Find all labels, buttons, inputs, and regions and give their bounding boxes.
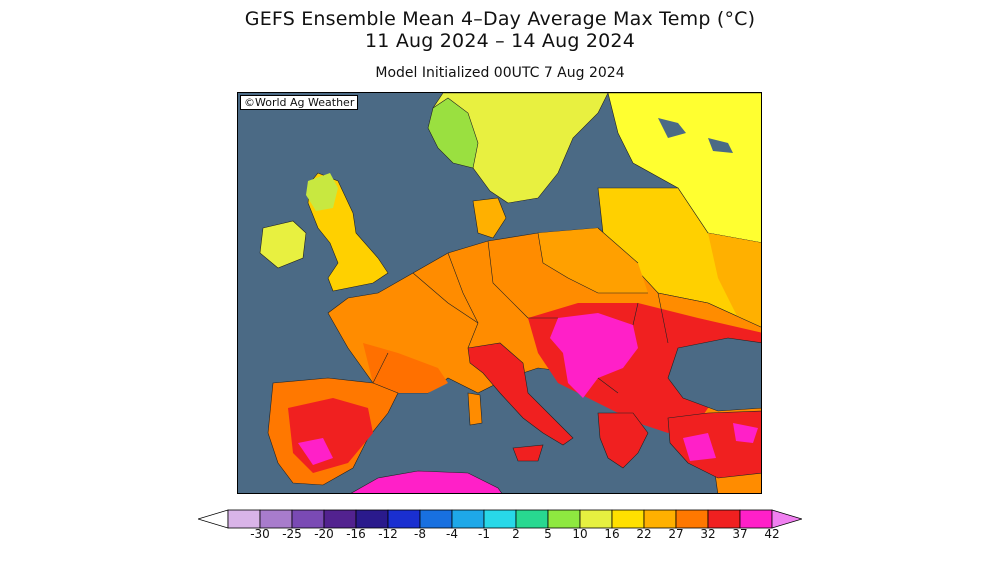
color-scale-cell	[675, 509, 709, 529]
land-norway-west	[427, 97, 479, 169]
color-scale-tick-label: 32	[700, 527, 716, 541]
land-scotland	[306, 173, 338, 211]
color-scale-cell	[547, 509, 581, 529]
color-scale-tick-label: -25	[282, 527, 302, 541]
color-scale-tick-label: 16	[604, 527, 620, 541]
color-scale-cell	[707, 509, 741, 529]
color-scale-tick-label: -30	[250, 527, 270, 541]
lakes-finland	[658, 118, 733, 153]
color-scale-tick-label: 5	[544, 527, 552, 541]
model-init-subtitle: Model Initialized 00UTC 7 Aug 2024	[375, 65, 625, 81]
color-scale-tick-label: -1	[478, 527, 490, 541]
color-scale-cell	[579, 509, 613, 529]
color-scale-tick-label: -8	[414, 527, 426, 541]
chart-title: GEFS Ensemble Mean 4–Day Average Max Tem…	[244, 8, 756, 30]
color-scale-cell	[291, 509, 325, 529]
land-italy	[467, 342, 574, 446]
country-borders	[372, 227, 669, 394]
color-scale-cell	[451, 509, 485, 529]
color-scale-cell	[515, 509, 549, 529]
land-ireland	[259, 220, 307, 269]
copyright-label: ©World Ag Weather	[240, 95, 359, 110]
color-scale-tick-label: 37	[732, 527, 748, 541]
color-scale-bar	[198, 509, 802, 529]
color-scale-cell	[227, 509, 261, 529]
color-scale-cell	[387, 509, 421, 529]
color-scale-cell	[323, 509, 357, 529]
land-north-africa	[350, 470, 502, 493]
color-scale-cell	[739, 509, 773, 529]
map-svg	[238, 93, 761, 493]
chart-title-block: GEFS Ensemble Mean 4–Day Average Max Tem…	[0, 8, 1000, 81]
color-scale-tick-label: 42	[764, 527, 780, 541]
chart-date-range: 11 Aug 2024 – 14 Aug 2024	[365, 30, 635, 52]
color-scale-cells	[198, 509, 802, 529]
color-scale-tick-label: -4	[446, 527, 458, 541]
extreme-zone-hungary	[550, 313, 638, 398]
black-sea	[667, 337, 761, 412]
color-scale-cell	[259, 509, 293, 529]
land-denmark	[472, 197, 507, 239]
land-greece	[597, 412, 649, 469]
land-sicily	[512, 444, 544, 462]
extreme-zone-iberia	[298, 438, 333, 465]
color-scale-tick-label: -12	[378, 527, 398, 541]
temperature-map: ©World Ag Weather	[237, 92, 762, 494]
color-scale-tick-label: -16	[346, 527, 366, 541]
color-scale-tick-label: 10	[572, 527, 588, 541]
color-scale-tick-labels: -30 -25 -20 -16 -12 -8 -4 -1 2 5 10 16 22 27 32 37 42	[0, 527, 1000, 545]
color-scale-cell	[611, 509, 645, 529]
color-scale-min-arrow	[198, 509, 229, 529]
color-scale-cell	[419, 509, 453, 529]
land-sardinia	[467, 392, 483, 426]
color-scale-cell	[355, 509, 389, 529]
color-scale-cell	[483, 509, 517, 529]
land-poland	[538, 228, 648, 293]
color-scale-tick-label: -20	[314, 527, 334, 541]
color-scale-max-arrow	[771, 509, 802, 529]
color-scale-tick-label: 2	[512, 527, 520, 541]
color-scale-tick-label: 27	[668, 527, 684, 541]
extreme-zone-turkey	[683, 423, 758, 461]
color-scale-cell	[643, 509, 677, 529]
hot-zone-france-south	[363, 343, 448, 393]
land-russia-south	[708, 233, 761, 328]
color-scale-tick-label: 22	[636, 527, 652, 541]
